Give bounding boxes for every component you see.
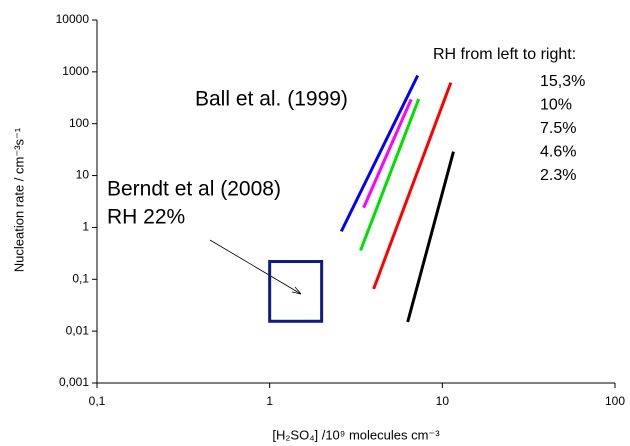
x-axis-label: [H₂SO₄] /10⁹ molecules cm⁻³ [272,427,440,442]
series-line [406,151,455,323]
arrow-line [209,239,302,295]
y-tick-label: 1000 [62,64,89,78]
legend-title: RH from left to right: [433,46,576,63]
y-tick-label: 0,1 [72,271,89,285]
y-tick-label: 1 [82,220,89,234]
legend-entry: 7.5% [540,120,576,137]
legend-entry: 2.3% [540,167,576,184]
y-axis-label: Nucleation rate / cm⁻³s⁻¹ [11,127,26,272]
series-line [362,98,413,209]
annotation: RH 22% [107,206,185,229]
y-tick-label: 0,001 [59,375,89,389]
y-tick-label: 100 [69,116,89,130]
legend-entry: 15,3% [540,73,585,90]
data-box [268,260,324,323]
x-tick-label: 1 [266,394,273,408]
y-tick-label: 10000 [56,12,90,26]
arrow-head [291,286,302,295]
x-tick-label: 0,1 [89,394,106,408]
x-tick-label: 10 [436,394,450,408]
y-tick-label: 10 [76,168,90,182]
series-line [339,74,420,233]
annotation: Berndt et al (2008) [107,178,281,201]
y-tick-label: 0,01 [66,323,90,337]
legend-entry: 10% [540,97,572,114]
series-line [372,82,453,290]
annotation: Ball et al. (1999) [195,88,348,111]
x-tick-label: 100 [605,394,625,408]
legend-entry: 4.6% [540,144,576,161]
series-line [359,98,421,251]
